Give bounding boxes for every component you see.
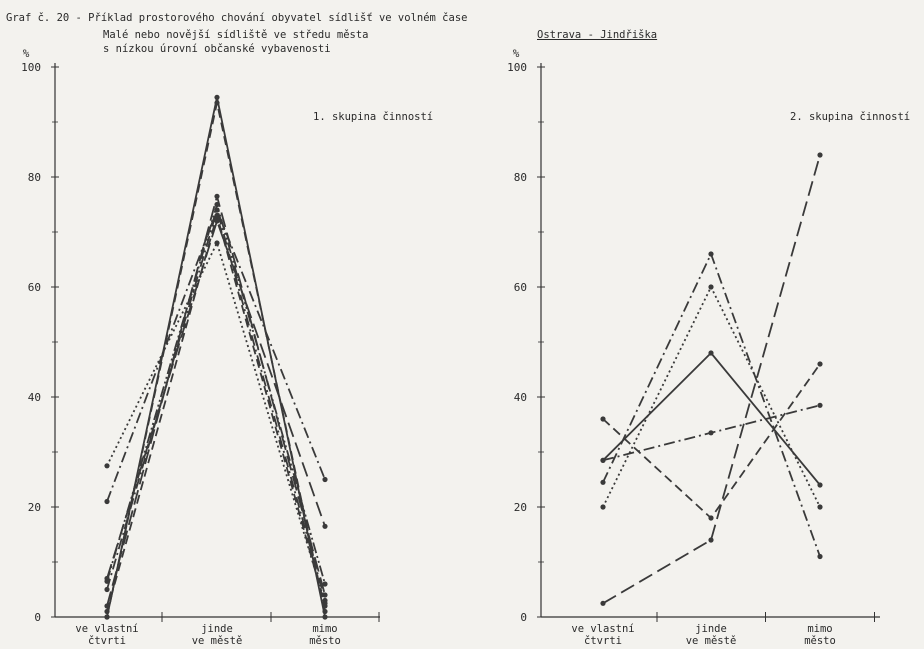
chart2-series-line-2 xyxy=(602,154,821,605)
chart2-y-tick-label: 60 xyxy=(514,281,527,294)
chart1-series-8-point xyxy=(322,476,328,483)
chart2-series-5-point xyxy=(708,515,714,521)
chart2-series-4-point xyxy=(708,284,714,290)
chart2-x-tick-label: mimo xyxy=(807,623,832,635)
chart1-y-tick-label: 20 xyxy=(28,501,41,514)
chart1-series-line-1 xyxy=(106,96,326,618)
chart2-panel-title: 2. skupina činností xyxy=(790,111,910,123)
chart1-series-line-4 xyxy=(106,209,326,601)
chart1-y-tick-label: 0 xyxy=(34,611,41,624)
chart1-series-line-2 xyxy=(106,101,326,618)
chart1-x-tick-label: jinde xyxy=(201,623,233,635)
chart2-x-tick-label: jinde xyxy=(695,623,727,635)
chart1-x-tick-label: město xyxy=(309,635,341,647)
location-label: Ostrava - Jindřiška xyxy=(537,29,658,41)
chart2-y-tick-label: 40 xyxy=(514,391,527,404)
chart1-y-axis-label: % xyxy=(23,47,30,60)
chart1-series-7-point xyxy=(214,240,220,246)
chart1-series-9-point xyxy=(104,575,110,582)
chart2-series-6-point xyxy=(600,457,606,463)
chart-subtitle-line-2: s nízkou úrovní občanské vybavenosti xyxy=(103,43,331,55)
chart1-x-tick-label: mimo xyxy=(312,623,337,635)
chart1-y-tick-label: 80 xyxy=(28,171,41,184)
chart2-series-5-point xyxy=(600,416,606,422)
chart1-series-7-point xyxy=(104,463,110,469)
chart2-series-2-point xyxy=(708,537,714,543)
chart1-series-1-point xyxy=(322,614,328,620)
chart1-panel-title: 1. skupina činností xyxy=(313,111,433,123)
chart-subtitle-line-1: Malé nebo novější sídliště ve středu měs… xyxy=(103,29,369,41)
chart1-series-2-point xyxy=(214,100,220,106)
chart1-series-8-point xyxy=(214,207,220,213)
chart2-x-tick-label: ve městě xyxy=(686,635,737,647)
chart-title: Graf č. 20 - Příklad prostorového chován… xyxy=(6,12,468,24)
chart2-series-3-point xyxy=(817,553,823,560)
chart2-y-tick-label: 20 xyxy=(514,501,527,514)
chart1-series-9-point xyxy=(214,218,220,224)
chart2-series-3-point xyxy=(708,251,714,257)
chart1-y-tick-label: 60 xyxy=(28,281,41,294)
chart1-series-6-point xyxy=(104,608,110,615)
chart1-y-tick-label: 40 xyxy=(28,391,41,404)
chart2-series-3-point xyxy=(600,479,606,485)
chart2-series-1-point xyxy=(817,482,823,488)
chart1-series-8-point xyxy=(104,498,110,505)
chart2-series-line-4 xyxy=(602,286,821,508)
chart2-series-line-3 xyxy=(602,253,821,557)
chart1-series-7-point xyxy=(322,600,328,606)
chart1-x-tick-label: čtvrti xyxy=(88,635,126,647)
chart1-y-tick-label: 100 xyxy=(21,61,41,74)
chart2-series-2-point xyxy=(817,152,823,158)
chart2-series-2-point xyxy=(600,600,606,606)
chart1-series-9-point xyxy=(322,523,328,529)
chart2-x-tick-label: čtvrti xyxy=(584,635,622,647)
chart2-y-axis-label: % xyxy=(513,47,520,60)
chart2-series-6-point xyxy=(817,402,823,408)
chart1-series-line-3 xyxy=(106,195,326,607)
chart1-series-4-point xyxy=(104,586,110,593)
chart1-series-2-point xyxy=(322,608,328,615)
chart2-x-tick-label: ve vlastní xyxy=(571,623,634,635)
chart1-series-2-point xyxy=(104,614,110,620)
chart1-x-tick-label: ve městě xyxy=(192,635,243,647)
chart1-series-line-5 xyxy=(106,203,326,585)
chart2-series-5-point xyxy=(817,361,823,367)
chart2-y-tick-label: 100 xyxy=(507,61,527,74)
chart1-series-5-point xyxy=(214,201,220,208)
chart2-series-6-point xyxy=(708,430,714,436)
chart2-series-line-5 xyxy=(602,363,821,519)
chart1-series-1-point xyxy=(214,94,220,100)
chart2-y-tick-label: 80 xyxy=(514,171,527,184)
chart2-series-4-point xyxy=(817,504,823,510)
chart1-series-3-point xyxy=(214,193,220,199)
chart2-x-tick-label: město xyxy=(804,635,836,647)
chart1-series-5-point xyxy=(322,581,328,587)
chart2-y-tick-label: 0 xyxy=(520,611,527,624)
chart1-series-line-7 xyxy=(106,242,326,604)
chart1-series-line-9 xyxy=(106,220,326,579)
chart2-series-1-point xyxy=(708,350,714,356)
chart1-x-tick-label: ve vlastní xyxy=(75,623,138,635)
chart1-series-line-8 xyxy=(106,209,326,502)
chart2-series-4-point xyxy=(600,504,606,510)
